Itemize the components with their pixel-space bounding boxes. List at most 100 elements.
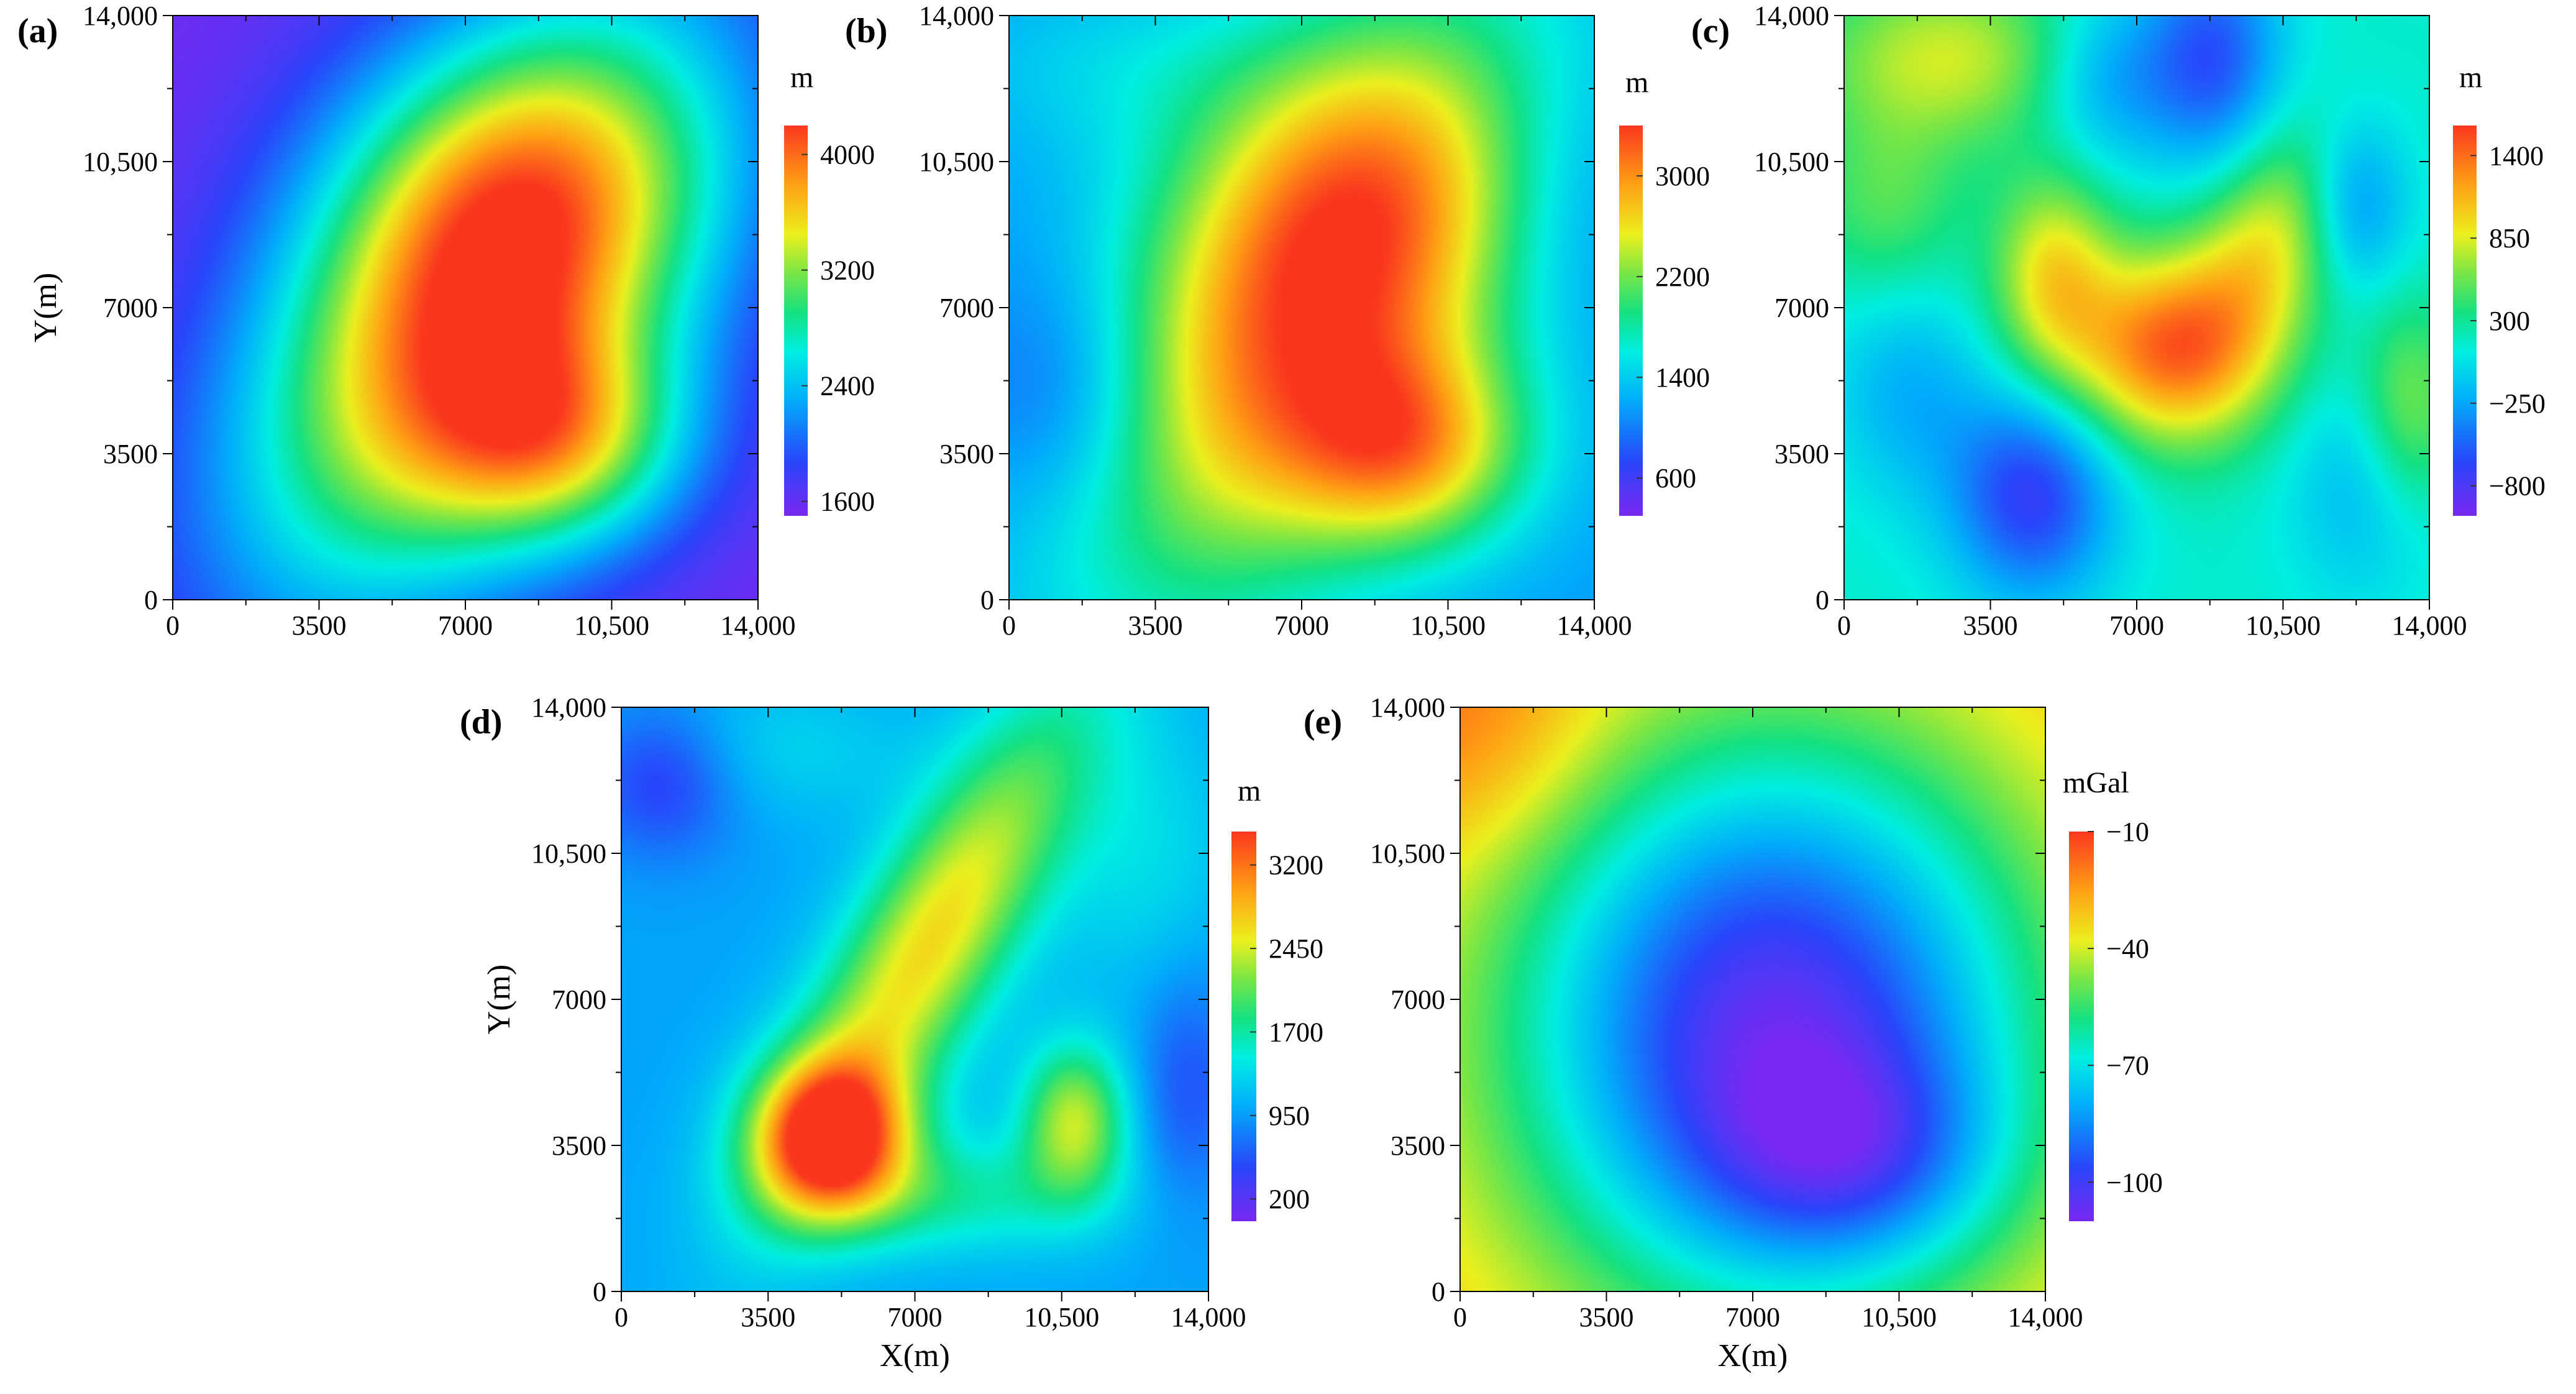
- colorbar-unit: m: [790, 61, 813, 94]
- colorbar-tick-label: 3000: [1655, 161, 1710, 191]
- colorbar-tick-label: −70: [2106, 1050, 2149, 1081]
- x-tick-label: 0: [1453, 1302, 1467, 1332]
- colorbar-unit: mGal: [2063, 766, 2129, 799]
- x-tick-label: 14,000: [2008, 1302, 2083, 1332]
- panel-d: 0 3500 7000 10,500 14,000 0 3500 7000 10,500 14,0…: [460, 692, 1323, 1373]
- x-tick-label: 7000: [1725, 1302, 1780, 1332]
- panel-label: (a): [17, 12, 58, 50]
- y-tick-label: 7000: [103, 293, 158, 323]
- y-tick-label: 14,000: [83, 1, 158, 31]
- colorbar-tick-label: 200: [1269, 1184, 1310, 1214]
- x-tick-label: 14,000: [2392, 610, 2467, 641]
- y-tick-label: 10,500: [531, 838, 606, 869]
- heatmap-image: [173, 16, 758, 600]
- colorbar-tick-label: 850: [2489, 223, 2530, 254]
- colorbar-tick-label: 3200: [820, 255, 875, 286]
- x-tick-label: 0: [614, 1302, 628, 1332]
- panel-label: (c): [1691, 12, 1730, 50]
- colorbar: [2069, 832, 2094, 1221]
- panel-b: 0 3500 7000 10,500 14,000 0 3500 7000 10,500 14,0…: [845, 1, 1710, 641]
- colorbar-tick-label: 2400: [820, 371, 875, 401]
- colorbar-tick-label: 300: [2489, 306, 2530, 336]
- x-tick-label: 7000: [438, 610, 493, 641]
- x-tick-label: 3500: [292, 610, 347, 641]
- x-tick-label: 10,500: [2245, 610, 2321, 641]
- x-tick-label: 10,500: [1861, 1302, 1937, 1332]
- y-tick-label: 7000: [939, 293, 994, 323]
- heatmap-image: [1009, 16, 1594, 600]
- panel-a: 0 3500 7000 10,500 14,000 0 3500 7000 10,500 14,0…: [17, 1, 875, 641]
- x-tick-label: 14,000: [1171, 1302, 1246, 1332]
- x-tick-label: 10,500: [1024, 1302, 1099, 1332]
- panel-label: (e): [1304, 703, 1342, 741]
- y-tick-label: 14,000: [1754, 1, 1829, 31]
- y-tick-label: 3500: [939, 439, 994, 469]
- x-tick-label: 7000: [1274, 610, 1329, 641]
- x-tick-label: 10,500: [574, 610, 649, 641]
- colorbar-tick-label: 600: [1655, 463, 1696, 493]
- y-tick-label: 7000: [1774, 293, 1829, 323]
- y-tick-label: 3500: [103, 439, 158, 469]
- colorbar-tick-label: 1600: [820, 487, 875, 517]
- y-tick-label: 0: [980, 585, 994, 615]
- x-tick-label: 0: [1002, 610, 1016, 641]
- y-tick-label: 0: [1816, 585, 1829, 615]
- colorbar-tick-label: 2450: [1269, 933, 1323, 964]
- y-tick-label: 3500: [1774, 439, 1829, 469]
- y-tick-label: 3500: [1391, 1130, 1445, 1161]
- y-tick-label: 0: [144, 585, 158, 615]
- x-tick-label: 0: [1837, 610, 1851, 641]
- colorbar-tick-label: −40: [2106, 933, 2149, 964]
- x-tick-label: 3500: [741, 1302, 795, 1332]
- colorbar-tick-label: −250: [2489, 388, 2546, 419]
- colorbar-tick-label: −10: [2106, 817, 2149, 847]
- colorbar: [1619, 126, 1643, 516]
- x-tick-label: 14,000: [1557, 610, 1632, 641]
- x-tick-label: 10,500: [1410, 610, 1486, 641]
- y-axis-label: Y(m): [28, 273, 63, 343]
- y-tick-label: 14,000: [919, 1, 994, 31]
- y-tick-label: 10,500: [1370, 838, 1445, 869]
- heatmap-image: [1460, 707, 2045, 1291]
- colorbar-tick-label: 1700: [1269, 1017, 1323, 1047]
- colorbar-tick-label: 2200: [1655, 262, 1710, 292]
- colorbar-tick-label: −800: [2489, 471, 2546, 502]
- x-axis-label: X(m): [880, 1338, 950, 1373]
- colorbar-tick-label: 4000: [820, 140, 875, 170]
- y-tick-label: 14,000: [1370, 692, 1445, 723]
- y-tick-label: 0: [593, 1277, 606, 1307]
- colorbar-tick-label: 1400: [1655, 362, 1710, 393]
- y-tick-label: 10,500: [919, 147, 994, 177]
- colorbar: [1231, 832, 1256, 1221]
- x-tick-label: 14,000: [721, 610, 796, 641]
- x-tick-label: 3500: [1128, 610, 1183, 641]
- colorbar: [784, 126, 808, 516]
- colorbar-unit: m: [1238, 774, 1261, 807]
- panel-label: (d): [460, 703, 502, 741]
- colorbar-tick-label: 950: [1269, 1101, 1310, 1131]
- x-tick-label: 7000: [2109, 610, 2164, 641]
- y-tick-label: 7000: [552, 984, 606, 1015]
- x-tick-label: 0: [166, 610, 180, 641]
- y-tick-label: 0: [1432, 1277, 1445, 1307]
- y-tick-label: 14,000: [531, 692, 606, 723]
- x-tick-label: 3500: [1963, 610, 2018, 641]
- colorbar-unit: m: [1625, 66, 1648, 99]
- panel-c: 0 3500 7000 10,500 14,000 0 3500 7000 10,500 14,0…: [1691, 1, 2546, 641]
- x-axis-label: X(m): [1718, 1338, 1788, 1373]
- colorbar-tick-label: −100: [2106, 1167, 2163, 1198]
- heatmap-image: [621, 707, 1208, 1291]
- x-tick-label: 3500: [1579, 1302, 1634, 1332]
- panel-label: (b): [845, 12, 887, 50]
- x-tick-label: 7000: [888, 1302, 943, 1332]
- y-axis-label: Y(m): [482, 965, 517, 1035]
- panel-e: 0 3500 7000 10,500 14,000 0 3500 7000 10,500 14,0…: [1304, 692, 2163, 1373]
- heatmap-image: [1844, 16, 2429, 600]
- y-tick-label: 10,500: [1754, 147, 1829, 177]
- colorbar-unit: m: [2459, 61, 2482, 94]
- colorbar-tick-label: 1400: [2489, 140, 2544, 171]
- y-tick-label: 3500: [552, 1130, 606, 1161]
- y-tick-label: 7000: [1391, 984, 1445, 1015]
- y-tick-label: 10,500: [83, 147, 158, 177]
